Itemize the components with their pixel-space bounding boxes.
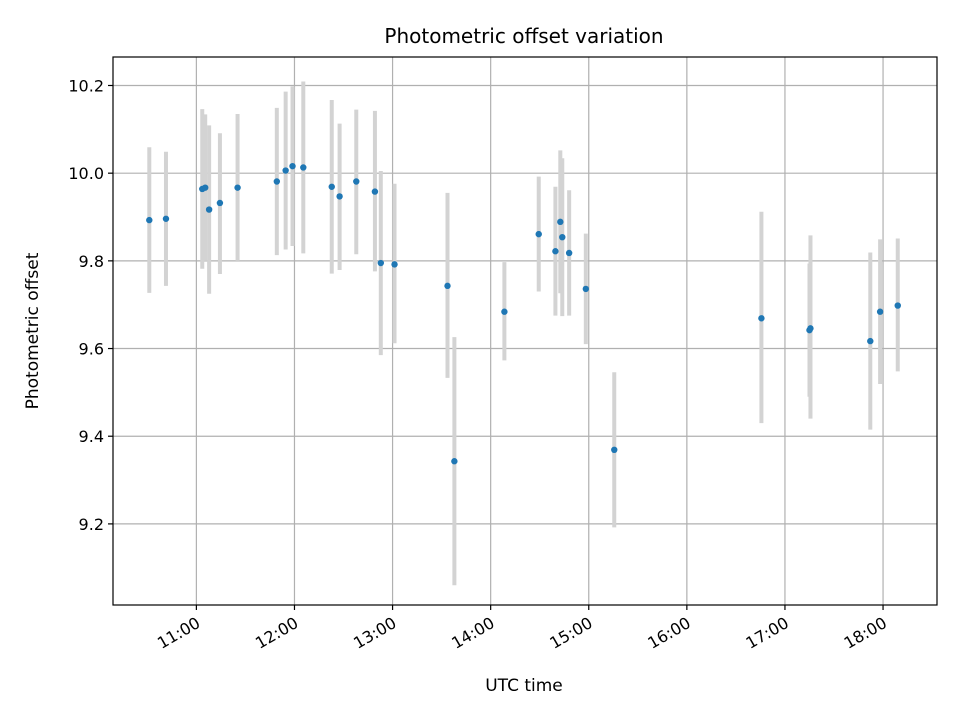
data-point [234,184,241,191]
data-point [282,167,289,174]
data-point [451,458,458,465]
data-point [336,193,343,200]
y-tick-label: 9.2 [79,515,104,534]
y-axis-ticks: 9.2 9.4 9.6 9.8 10.0 10.2 [68,76,113,534]
data-point [557,218,564,226]
data-point [894,302,901,309]
y-tick-label: 9.8 [79,252,104,271]
data-point [289,162,296,170]
data-point [807,325,814,332]
data-point [559,233,566,241]
data-point [202,184,209,191]
data-point [867,337,874,345]
grid [113,57,937,605]
data-point [146,216,153,224]
data-point [371,188,379,195]
data-point [444,282,451,290]
data-point [377,259,384,267]
chart-title: Photometric offset variation [384,24,663,48]
data-point [501,308,508,315]
data-point [582,285,590,293]
y-axis-title: Photometric offset [23,252,43,409]
data-point [353,178,360,185]
y-tick-label: 9.4 [79,427,104,446]
x-axis-title: UTC time [485,676,563,696]
data-points [146,162,901,465]
y-tick-label: 10.0 [68,164,104,183]
data-point [611,446,618,454]
data-point [391,261,398,268]
data-point [300,164,307,171]
data-point [535,230,542,238]
y-tick-label: 10.2 [68,76,104,95]
data-point [162,215,170,222]
data-point [876,308,884,315]
y-tick-label: 9.6 [79,340,104,359]
data-point [328,183,335,190]
data-point [216,199,224,207]
data-point [552,248,559,255]
data-point [205,206,213,213]
data-point [273,178,281,185]
data-point [758,315,765,322]
data-point [565,249,573,257]
plot-area-frame [112,56,938,606]
